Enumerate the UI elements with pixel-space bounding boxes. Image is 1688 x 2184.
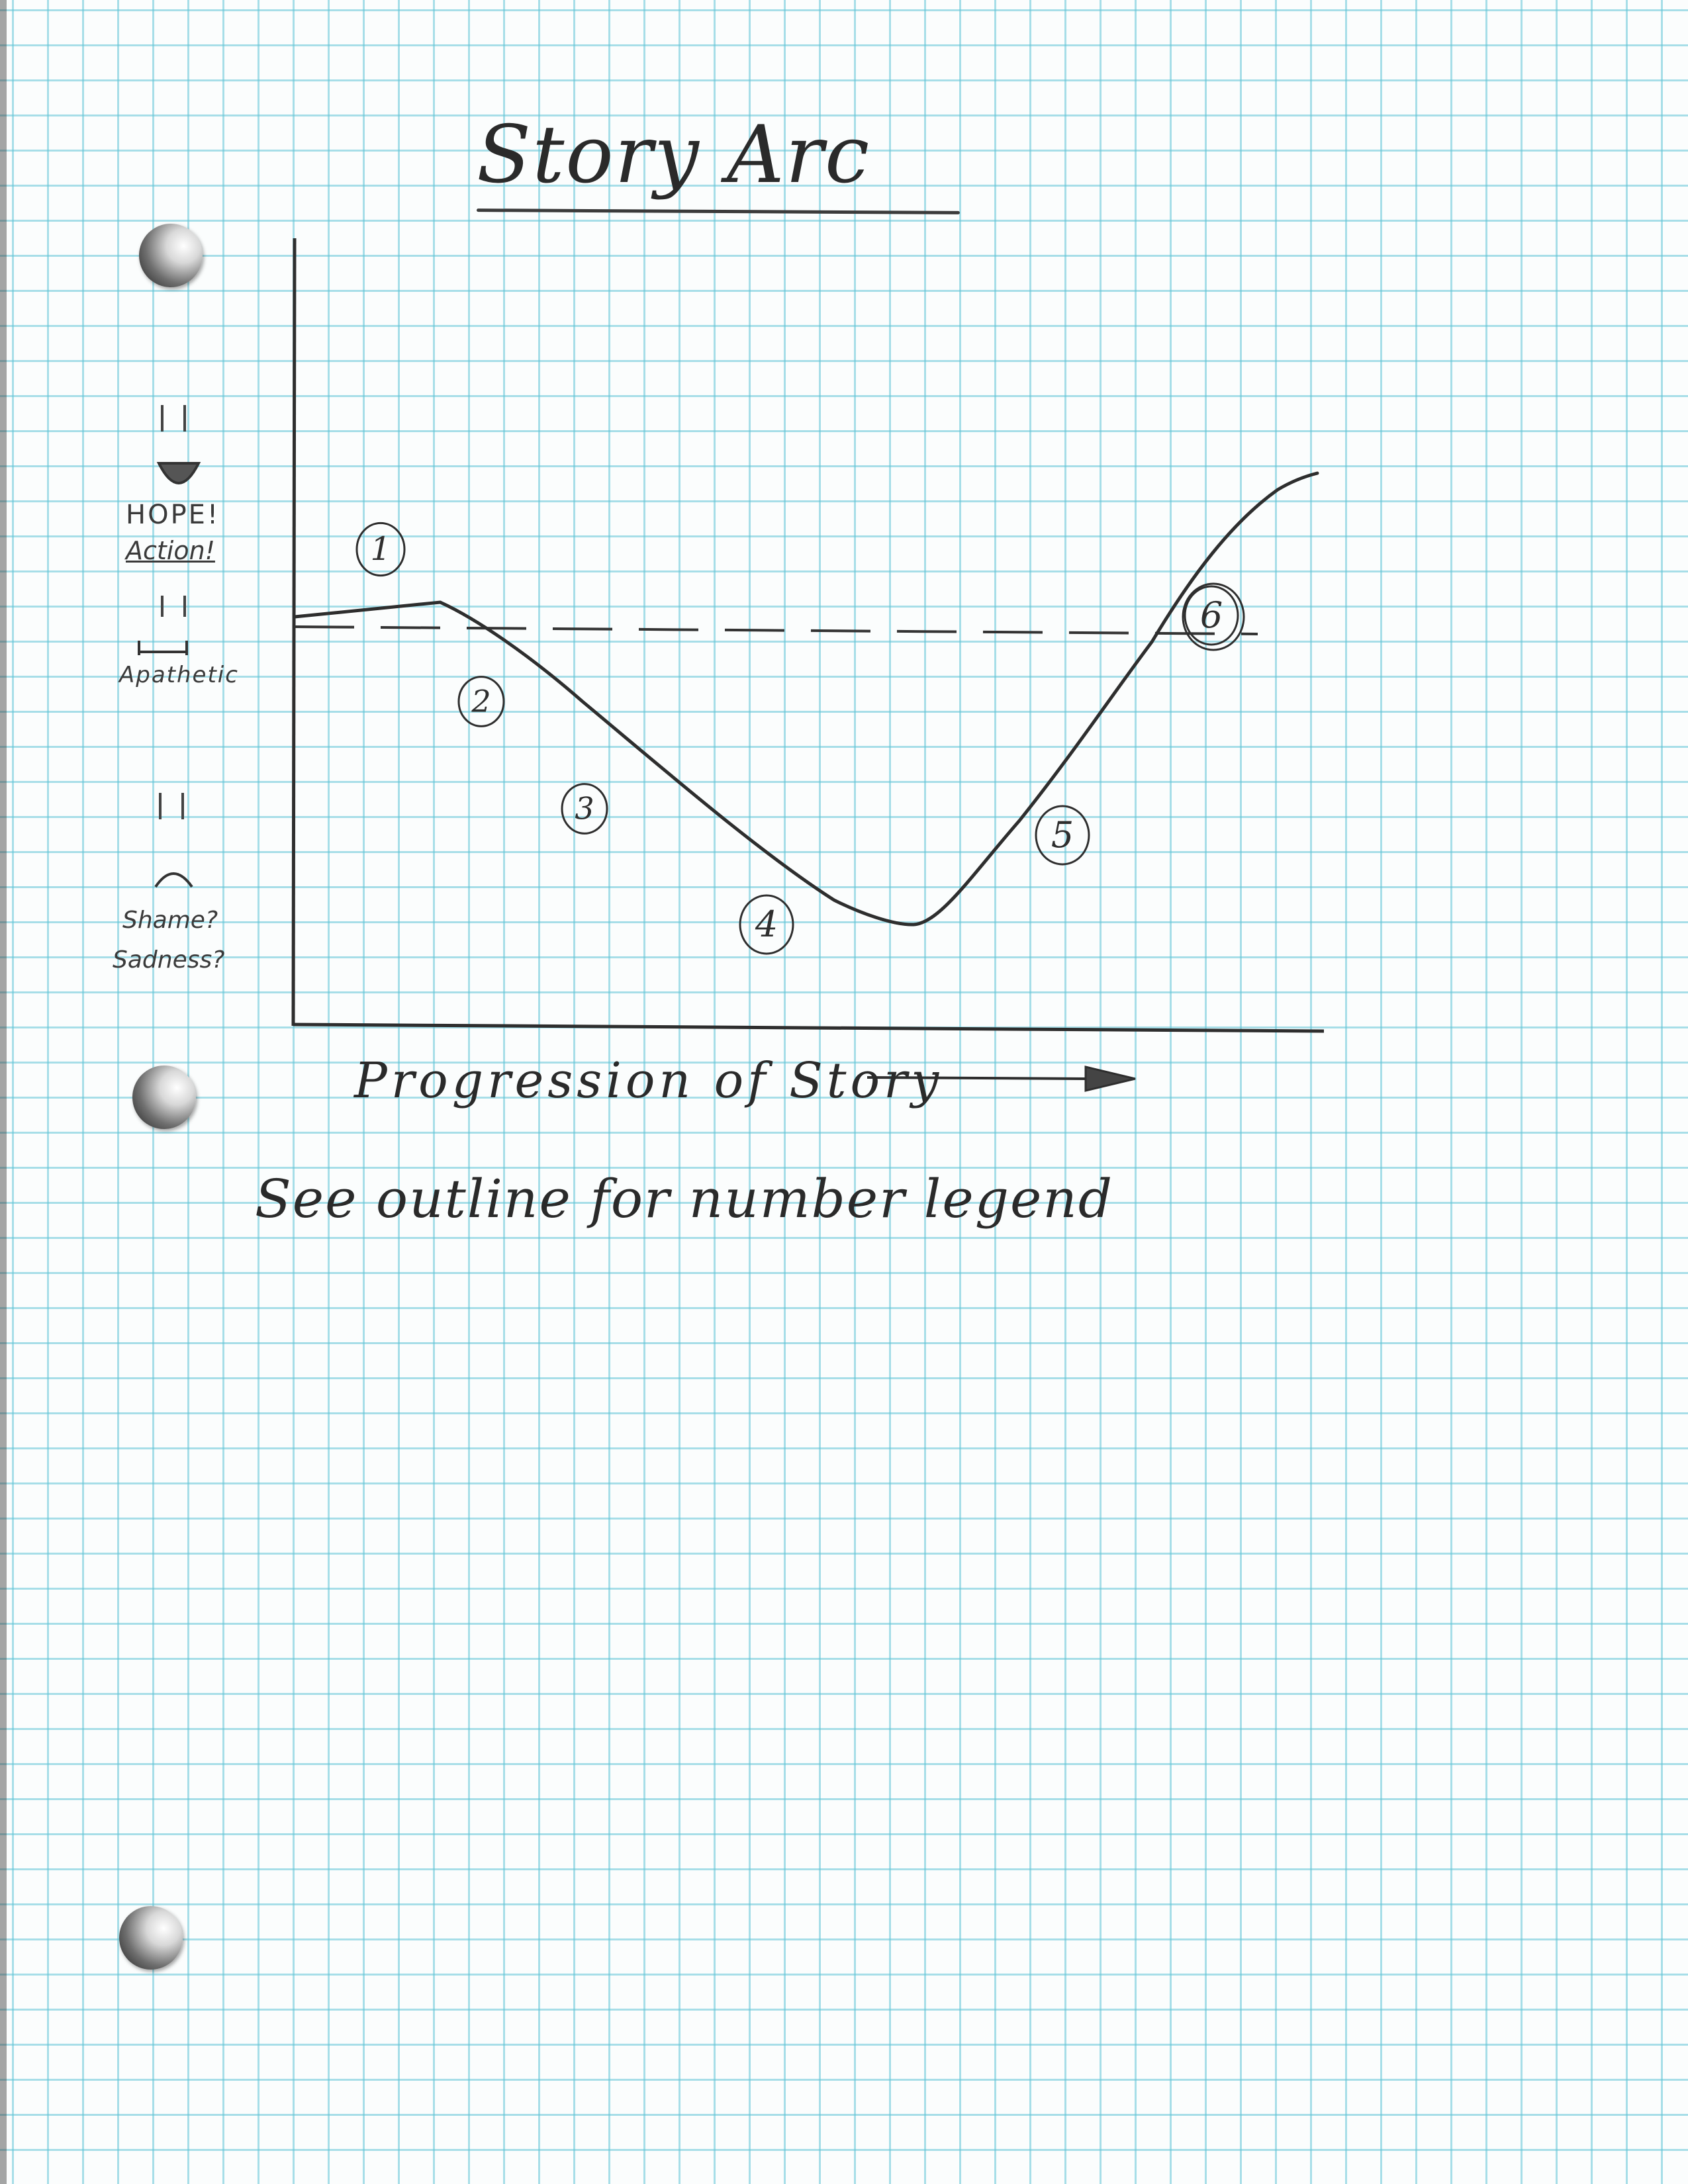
marker-1: 1 xyxy=(355,522,406,577)
x-axis xyxy=(293,1023,1325,1033)
story-arc-curve xyxy=(293,471,1319,927)
marker-3: 3 xyxy=(561,783,608,835)
y-axis xyxy=(291,238,297,1026)
y-label-apathetic: Apathetic xyxy=(119,662,239,688)
happy-face-eyes xyxy=(161,405,186,432)
binder-hole-top xyxy=(139,224,203,287)
marker-label: 4 xyxy=(755,903,778,945)
baseline-dashed xyxy=(294,625,1258,635)
footnote: See outline for number legend xyxy=(255,1168,1114,1230)
marker-label: 1 xyxy=(370,530,391,568)
binder-hole-bottom xyxy=(119,1906,183,1970)
x-arrow-shaft xyxy=(867,1076,1086,1080)
x-axis-label: Progression of Story xyxy=(354,1052,943,1109)
marker-label: 6 xyxy=(1200,594,1223,636)
marker-4: 4 xyxy=(739,894,794,955)
binder-hole-middle xyxy=(132,1066,196,1129)
y-label-action: Action! xyxy=(126,536,215,565)
marker-label: 3 xyxy=(575,790,594,826)
neutral-face-eyes xyxy=(161,596,186,617)
marker-label: 5 xyxy=(1051,814,1074,856)
marker-2: 2 xyxy=(457,676,505,727)
y-label-hope: HOPE! xyxy=(126,500,220,530)
diagram-title: Story Arc xyxy=(477,109,871,201)
y-label-sadness: Sadness? xyxy=(113,946,225,974)
marker-6: 6 xyxy=(1182,582,1245,651)
sad-face-eyes xyxy=(159,793,184,819)
marker-5: 5 xyxy=(1035,805,1090,866)
x-arrow-head-icon xyxy=(1084,1066,1136,1092)
y-label-shame: Shame? xyxy=(122,907,218,934)
marker-label: 2 xyxy=(471,683,491,719)
page-edge-shadow xyxy=(0,0,7,2184)
